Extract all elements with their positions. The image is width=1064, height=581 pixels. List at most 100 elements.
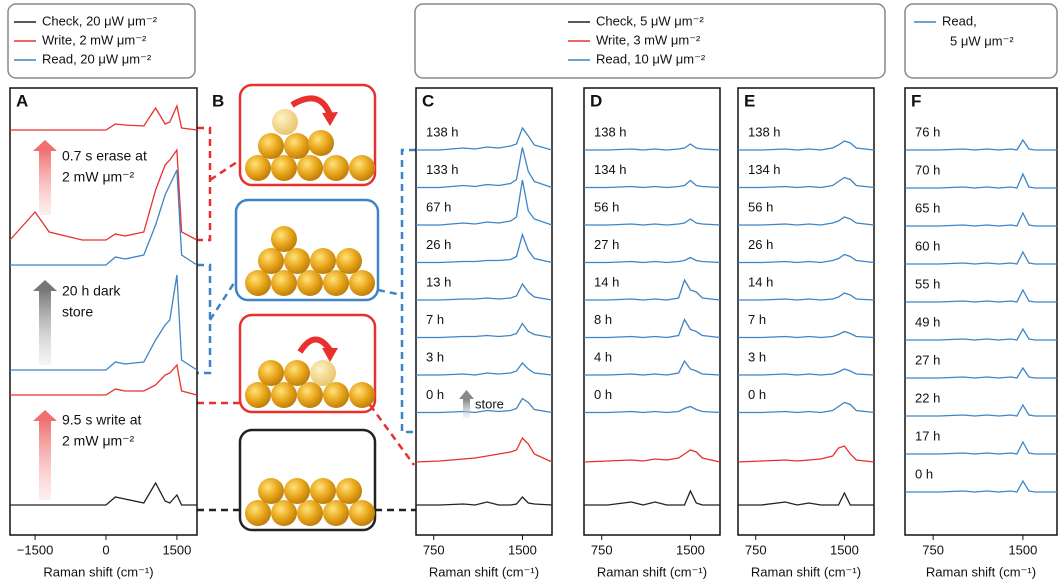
- x-tick-label: 0: [102, 542, 109, 557]
- legend-label: Write, 2 mW μm⁻²: [42, 32, 147, 47]
- arrow-shaft: [39, 420, 51, 500]
- state-box: [238, 83, 377, 187]
- spectrum: [905, 403, 1057, 417]
- spectrum: [9, 148, 198, 241]
- state-box: [238, 428, 377, 532]
- time-label: 134 h: [594, 162, 627, 177]
- atom: [284, 248, 310, 274]
- spectrum: [738, 216, 875, 226]
- atom: [258, 360, 284, 386]
- annotation: 20 h dark: [62, 283, 121, 299]
- plot-frame: [904, 87, 1058, 536]
- atom: [271, 382, 297, 408]
- time-label: 26 h: [426, 237, 451, 252]
- panel-label: F: [911, 91, 921, 110]
- atom: [245, 155, 271, 181]
- plot-frame: [737, 87, 875, 536]
- spectrum: [905, 250, 1057, 265]
- spectrum: [584, 256, 721, 264]
- annotation: store: [62, 304, 93, 320]
- spectrum: [905, 327, 1057, 341]
- time-label: 55 h: [915, 276, 940, 291]
- arrow-shaft: [39, 290, 51, 365]
- time-label: 65 h: [915, 200, 940, 215]
- spectrum: [10, 274, 198, 371]
- spectrum: [905, 172, 1057, 189]
- time-label: 22 h: [915, 390, 940, 405]
- atom: [284, 478, 310, 504]
- spectrum: [416, 147, 553, 189]
- time-label: 134 h: [748, 162, 781, 177]
- time-label: 0 h: [915, 466, 933, 481]
- move-arrow-head: [322, 112, 338, 126]
- panel-label: D: [590, 91, 602, 110]
- legend-label: 5 μW μm⁻²: [950, 33, 1014, 48]
- atom: [323, 500, 349, 526]
- time-label: 67 h: [426, 199, 451, 214]
- arrow-head: [33, 140, 57, 151]
- spectrum: [738, 140, 875, 151]
- spectrum: [10, 103, 198, 131]
- time-label: 0 h: [748, 387, 766, 402]
- annotation: 2 mW μm⁻²: [62, 433, 135, 449]
- atom: [245, 500, 271, 526]
- time-label: 7 h: [748, 312, 766, 327]
- plot-frame: [583, 87, 721, 536]
- schematic: [234, 83, 380, 532]
- annotation: 9.5 s write at: [62, 412, 141, 428]
- state-box: [234, 198, 380, 302]
- time-label: 26 h: [748, 237, 773, 252]
- atom: [284, 133, 310, 159]
- time-label: 17 h: [915, 428, 940, 443]
- spectrum: [584, 405, 721, 414]
- atom: [336, 248, 362, 274]
- spectrum: [738, 253, 875, 264]
- time-label: 3 h: [748, 349, 766, 364]
- x-axis-label: Raman shift (cm⁻¹): [751, 564, 861, 579]
- arrow-shaft: [463, 398, 470, 418]
- spectrum: [738, 176, 875, 189]
- atom: [284, 360, 310, 386]
- spectrum: [584, 317, 721, 339]
- x-tick-label: 1500: [830, 542, 859, 557]
- atom: [258, 248, 284, 274]
- annotation: 0.7 s erase at: [62, 148, 147, 164]
- time-label: 76 h: [915, 124, 940, 139]
- legend-box: [414, 3, 886, 79]
- arrow-head: [459, 390, 474, 399]
- time-label: 8 h: [594, 312, 612, 327]
- spectrum: [416, 322, 553, 339]
- legend-label: Check, 20 μW μm⁻²: [42, 13, 158, 28]
- spectrum: [584, 218, 721, 226]
- spectrum: [738, 292, 875, 301]
- x-tick-label: 1500: [676, 542, 705, 557]
- legend-label: Read,: [942, 13, 977, 28]
- legend-label: Check, 5 μW μm⁻²: [596, 13, 704, 28]
- spectrum: [584, 278, 721, 301]
- atom: [245, 270, 271, 296]
- legend-box: [904, 3, 1058, 79]
- annotation: store: [475, 396, 504, 411]
- spectrum: [738, 491, 874, 506]
- spectrum: [905, 366, 1057, 379]
- atom: [271, 270, 297, 296]
- atom: [349, 155, 375, 181]
- time-label: 70 h: [915, 162, 940, 177]
- atom: [349, 270, 375, 296]
- x-tick-label: −1500: [17, 542, 54, 557]
- x-tick-label: 750: [423, 542, 445, 557]
- atom: [297, 500, 323, 526]
- time-label: 133 h: [426, 162, 459, 177]
- atom: [271, 155, 297, 181]
- time-label: 3 h: [426, 349, 444, 364]
- atom: [310, 478, 336, 504]
- x-tick-label: 750: [922, 542, 944, 557]
- time-label: 27 h: [594, 237, 619, 252]
- move-arrow-head: [322, 348, 338, 362]
- atom: [297, 270, 323, 296]
- spectrum: [416, 397, 553, 414]
- move-arrow: [290, 95, 333, 117]
- atom: [258, 133, 284, 159]
- spectrum: [416, 179, 553, 226]
